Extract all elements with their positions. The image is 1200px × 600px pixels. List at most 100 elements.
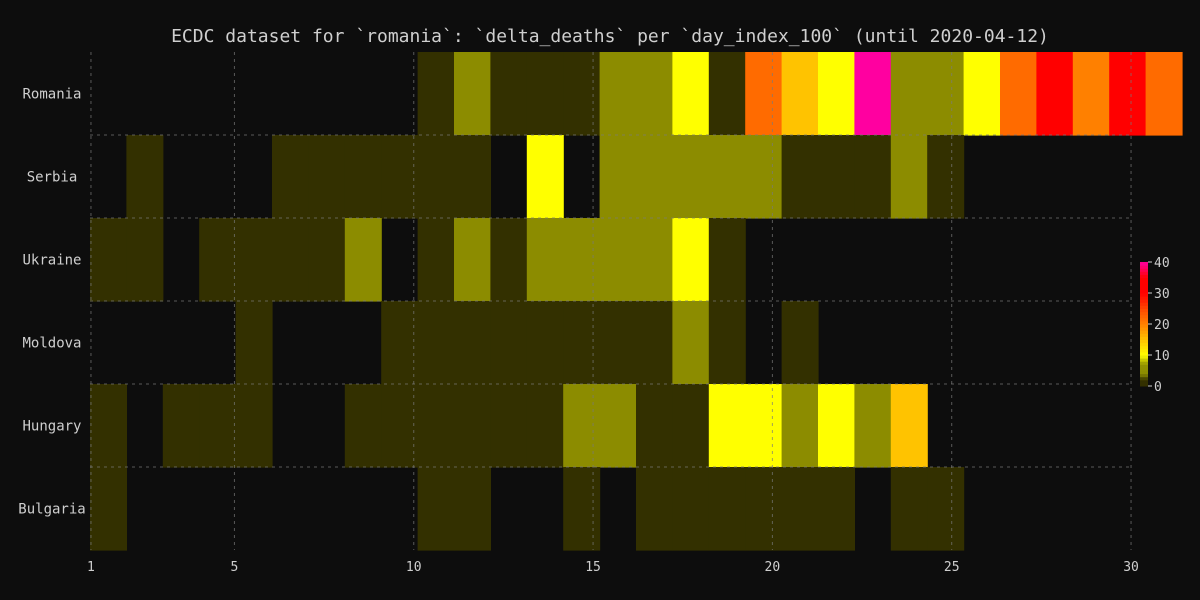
heatmap-cell bbox=[454, 135, 491, 219]
heatmap-cell bbox=[308, 218, 346, 302]
heatmap-cell bbox=[563, 218, 601, 302]
colorbar-segment bbox=[1140, 358, 1148, 362]
colorbar-segment bbox=[1140, 280, 1148, 285]
row-label: Ukraine bbox=[22, 253, 81, 269]
heatmap-cell bbox=[708, 52, 746, 136]
heatmap-cells bbox=[90, 52, 1183, 551]
colorbar-segment bbox=[1140, 345, 1148, 350]
heatmap-cell bbox=[599, 384, 637, 468]
heatmap-cell bbox=[417, 384, 455, 468]
heatmap-cell bbox=[162, 384, 200, 468]
heatmap-cell bbox=[672, 135, 710, 219]
heatmap-cell bbox=[454, 384, 491, 468]
heatmap-cell bbox=[235, 218, 273, 302]
heatmap-cell bbox=[417, 135, 455, 219]
heatmap-cell bbox=[344, 135, 382, 219]
heatmap-cell bbox=[745, 467, 783, 551]
heatmap-cell bbox=[126, 218, 164, 302]
heatmap-cell bbox=[1036, 52, 1074, 136]
heatmap-cell bbox=[454, 218, 491, 302]
heatmap-cell bbox=[745, 384, 783, 468]
heatmap-cell bbox=[599, 135, 637, 219]
heatmap-cell bbox=[344, 384, 382, 468]
heatmap-cell bbox=[490, 301, 528, 385]
heatmap-cell bbox=[854, 384, 892, 468]
heatmap-cell bbox=[272, 218, 309, 302]
colorbar-segment bbox=[1140, 314, 1148, 319]
heatmap-cell bbox=[636, 52, 673, 136]
heatmap-cell bbox=[708, 135, 746, 219]
heatmap-cell bbox=[927, 52, 965, 136]
heatmap-cell bbox=[417, 218, 455, 302]
heatmap-cell bbox=[526, 135, 564, 219]
colorbar-segment bbox=[1140, 274, 1148, 278]
row-labels: Romania Serbia Ukraine Moldova Hungary Bulgar… bbox=[18, 87, 85, 518]
heatmap-cell bbox=[818, 52, 855, 136]
colorbar-segment bbox=[1140, 370, 1148, 375]
heatmap-cell bbox=[90, 467, 127, 551]
heatmap-cell bbox=[526, 384, 564, 468]
heatmap-cell bbox=[672, 218, 710, 302]
heatmap-cell bbox=[890, 135, 928, 219]
heatmap-cell bbox=[199, 384, 237, 468]
colorbar-segment bbox=[1140, 262, 1148, 266]
colorbar-segment bbox=[1140, 327, 1148, 331]
colorbar-segment bbox=[1140, 317, 1148, 322]
colorbar-tick-label: 10 bbox=[1154, 349, 1170, 364]
heatmap-cell bbox=[708, 218, 746, 302]
heatmap-cell bbox=[781, 52, 819, 136]
heatmap-cell bbox=[745, 52, 783, 136]
heatmap-cell bbox=[526, 218, 564, 302]
x-tick-label: 15 bbox=[585, 560, 601, 575]
heatmap-cell bbox=[818, 135, 855, 219]
heatmap-cell bbox=[308, 135, 346, 219]
x-tick-label: 1 bbox=[87, 560, 95, 575]
row-label: Hungary bbox=[22, 419, 81, 435]
heatmap-cell bbox=[672, 52, 710, 136]
colorbar-segment bbox=[1140, 277, 1148, 282]
heatmap-cell bbox=[454, 467, 491, 551]
heatmap-cell bbox=[636, 135, 673, 219]
heatmap-cell bbox=[854, 52, 892, 136]
heatmap-cell bbox=[818, 384, 855, 468]
heatmap-cell bbox=[636, 301, 673, 385]
colorbar-tick-label: 40 bbox=[1154, 256, 1170, 271]
x-tick-label: 30 bbox=[1123, 560, 1139, 575]
heatmap-cell bbox=[890, 52, 928, 136]
x-tick-label: 25 bbox=[944, 560, 960, 575]
heatmap-cell bbox=[417, 467, 455, 551]
heatmap-cell bbox=[781, 135, 819, 219]
colorbar-segment bbox=[1140, 296, 1148, 300]
colorbar-tick-label: 20 bbox=[1154, 318, 1170, 333]
heatmap-cell bbox=[599, 218, 637, 302]
heatmap-cell bbox=[1109, 52, 1147, 136]
colorbar-segment bbox=[1140, 320, 1148, 325]
x-tick-label: 10 bbox=[406, 560, 422, 575]
heatmap-cell bbox=[781, 384, 819, 468]
colorbar-segment bbox=[1140, 361, 1148, 365]
heatmap-cell bbox=[890, 384, 928, 468]
x-tick-label: 5 bbox=[231, 560, 239, 575]
heatmap-cell bbox=[490, 384, 528, 468]
colorbar-segment bbox=[1140, 283, 1148, 288]
heatmap-cell bbox=[344, 218, 382, 302]
colorbar-segment bbox=[1140, 268, 1148, 272]
colorbar: 0 10 20 30 40 bbox=[1140, 256, 1170, 395]
colorbar-segment bbox=[1140, 376, 1148, 381]
heatmap-cell bbox=[672, 467, 710, 551]
colorbar-segment bbox=[1140, 373, 1148, 378]
heatmap-cell bbox=[563, 52, 601, 136]
heatmap-cell bbox=[126, 135, 164, 219]
heatmap-cell bbox=[672, 301, 710, 385]
heatmap-cell bbox=[90, 384, 127, 468]
heatmap-cell bbox=[818, 467, 855, 551]
heatmap-cell bbox=[854, 135, 892, 219]
heatmap-cell bbox=[1072, 52, 1110, 136]
x-tick-labels: 1 5 10 15 20 25 30 bbox=[87, 560, 1139, 575]
heatmap-cell bbox=[490, 218, 528, 302]
heatmap-cell bbox=[90, 218, 127, 302]
heatmap-cell bbox=[708, 384, 746, 468]
colorbar-segment bbox=[1140, 311, 1148, 316]
heatmap-cell bbox=[417, 301, 455, 385]
